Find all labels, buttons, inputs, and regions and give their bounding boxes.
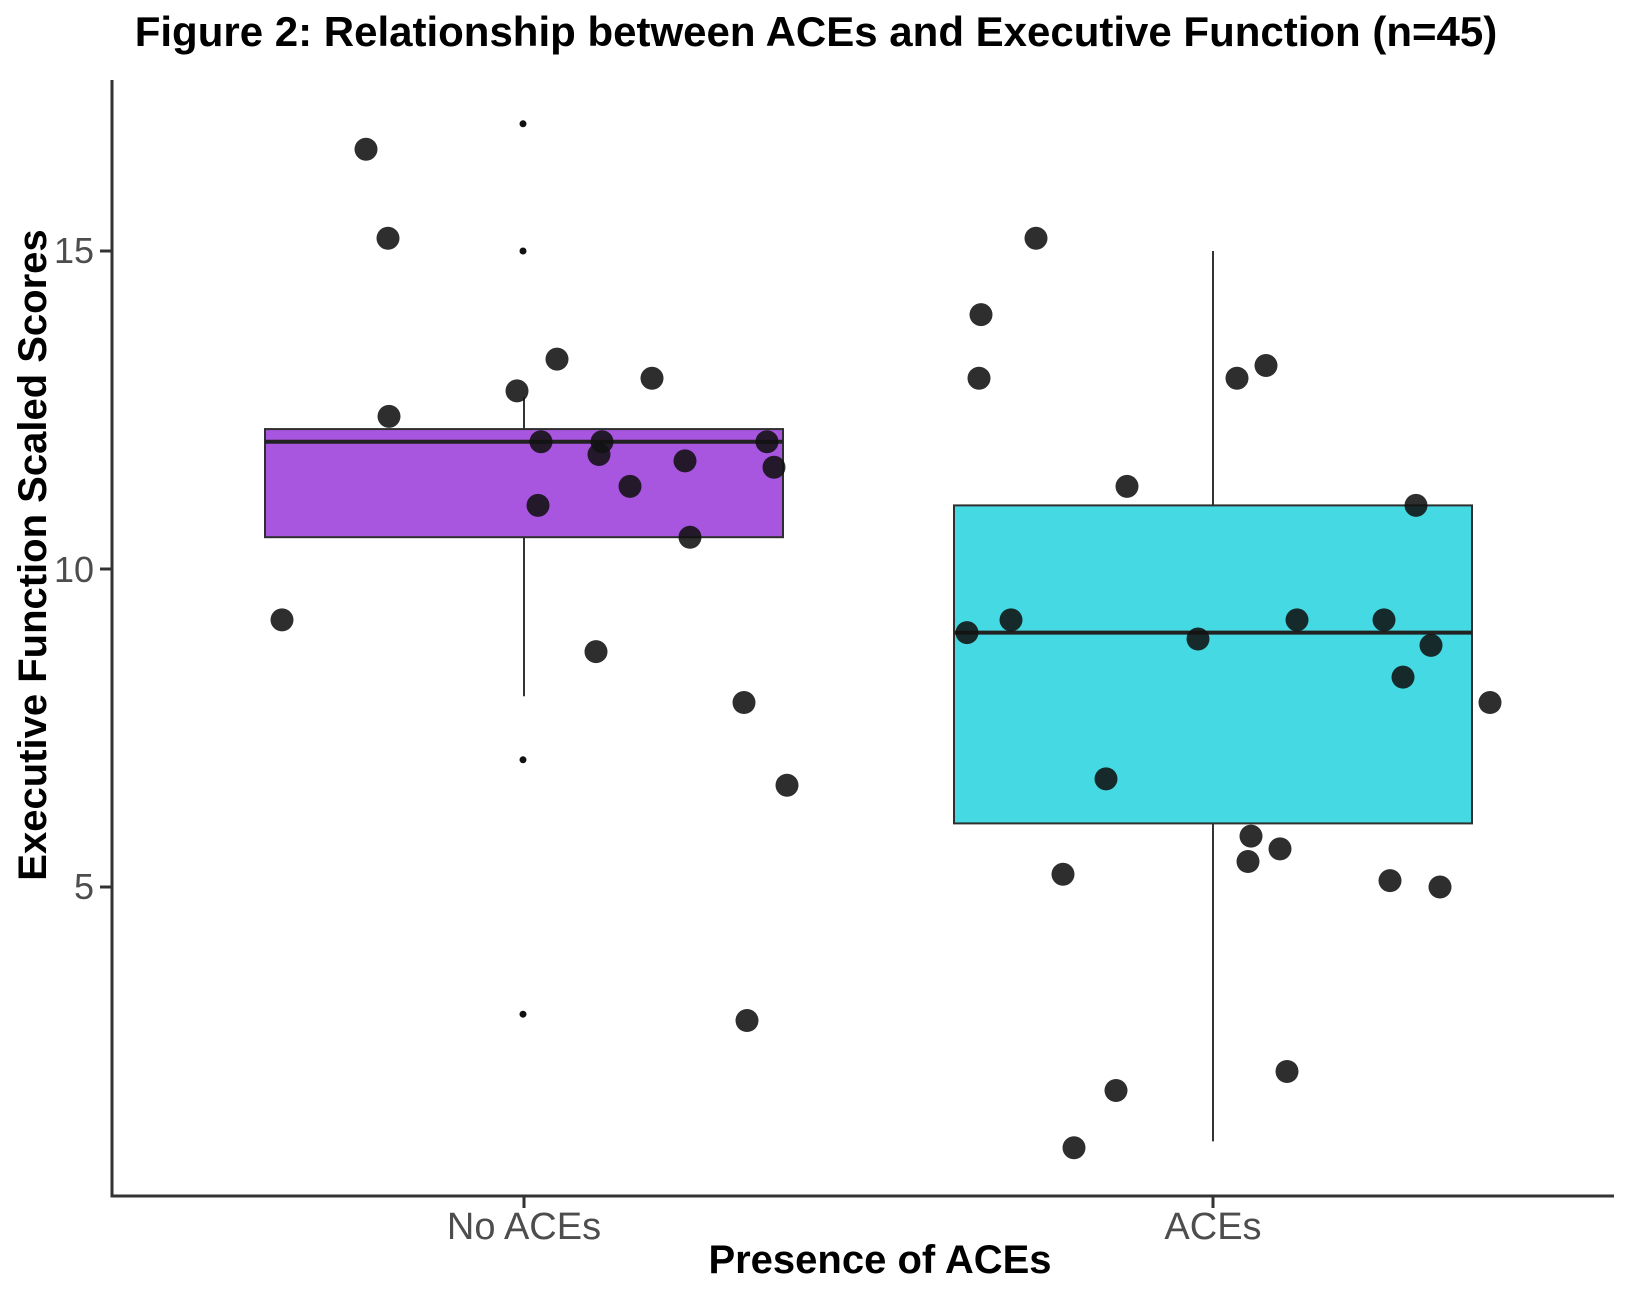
y-tick-label-10: 10	[53, 549, 94, 590]
data-point-aces	[1239, 824, 1263, 848]
data-point-aces	[1094, 767, 1118, 791]
data-point-no-aces	[755, 430, 779, 454]
data-point-aces	[1428, 875, 1452, 899]
data-point-aces	[1378, 869, 1402, 893]
y-tick-label-5: 5	[73, 866, 94, 907]
data-point-aces	[1062, 1136, 1086, 1160]
data-point-aces	[1186, 627, 1210, 651]
data-point-no-aces	[505, 379, 529, 403]
outlier-dot-no-aces	[519, 247, 527, 255]
data-point-no-aces	[526, 493, 550, 517]
y-tick-label-15: 15	[53, 230, 94, 271]
data-point-no-aces	[678, 525, 702, 549]
data-point-no-aces	[270, 608, 294, 632]
data-point-no-aces	[735, 1009, 759, 1033]
data-point-no-aces	[587, 443, 611, 467]
data-point-aces	[1404, 493, 1428, 517]
chart-title: Figure 2: Relationship between ACEs and …	[134, 8, 1498, 55]
data-point-no-aces	[762, 455, 786, 479]
data-point-aces	[1104, 1079, 1128, 1103]
box-aces	[953, 504, 1473, 825]
data-point-aces	[1285, 608, 1309, 632]
data-point-aces	[1051, 862, 1075, 886]
data-point-aces	[1254, 353, 1278, 377]
data-point-aces	[1268, 837, 1292, 861]
data-point-aces	[1275, 1059, 1299, 1083]
data-point-aces	[1024, 226, 1048, 250]
data-point-no-aces	[376, 226, 400, 250]
data-point-aces	[1115, 474, 1139, 498]
data-point-aces	[1419, 633, 1443, 657]
data-point-aces	[1236, 850, 1260, 874]
data-point-no-aces	[618, 474, 642, 498]
box-no-aces	[264, 428, 784, 539]
x-tick-label-no-aces: No ACEs	[446, 1206, 602, 1248]
data-point-aces	[999, 608, 1023, 632]
data-point-no-aces	[545, 347, 569, 371]
x-axis-title: Presence of ACEs	[708, 1238, 1052, 1282]
data-point-no-aces	[529, 430, 553, 454]
data-point-no-aces	[640, 366, 664, 390]
data-point-aces	[1372, 608, 1396, 632]
data-point-aces	[969, 303, 993, 327]
data-point-no-aces	[377, 404, 401, 428]
data-point-aces	[967, 366, 991, 390]
outlier-dot-no-aces	[519, 1010, 527, 1018]
data-point-aces	[1478, 691, 1502, 715]
data-point-no-aces	[775, 773, 799, 797]
data-point-no-aces	[354, 137, 378, 161]
x-tick-label-aces: ACEs	[1164, 1206, 1262, 1248]
data-point-aces	[1391, 665, 1415, 689]
data-point-aces	[1225, 366, 1249, 390]
data-point-aces	[955, 621, 979, 645]
outlier-dot-no-aces	[519, 756, 527, 764]
data-point-no-aces	[673, 449, 697, 473]
outlier-dot-no-aces	[519, 120, 527, 128]
data-point-no-aces	[584, 640, 608, 664]
data-point-no-aces	[732, 691, 756, 715]
